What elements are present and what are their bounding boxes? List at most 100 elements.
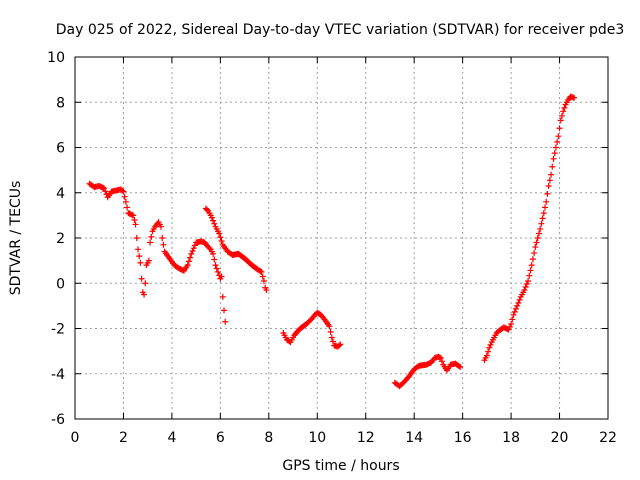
grid (75, 57, 608, 419)
data-point (258, 268, 265, 275)
y-tick-label: 0 (56, 276, 65, 292)
data-point (508, 320, 515, 327)
data-point (147, 239, 154, 246)
data-point (101, 185, 108, 192)
data-point (185, 258, 192, 265)
data-point (526, 272, 533, 279)
data-point (543, 198, 550, 205)
data-point (546, 177, 553, 184)
data-point (557, 117, 564, 124)
x-tick-label: 12 (357, 430, 375, 446)
data-point (560, 108, 567, 115)
data-point (160, 241, 167, 248)
data-point (210, 217, 217, 224)
data-point (330, 338, 337, 345)
data-point (527, 267, 534, 274)
data-point (190, 245, 197, 252)
data-point (130, 212, 137, 219)
chart-title: Day 025 of 2022, Sidereal Day-to-day VTE… (56, 22, 625, 38)
data-point (134, 246, 141, 253)
x-tick-label: 20 (551, 430, 569, 446)
data-point (187, 254, 194, 261)
x-tick-label: 8 (264, 430, 273, 446)
data-point (514, 302, 521, 309)
data-point (550, 155, 557, 162)
data-point (439, 358, 446, 365)
data-point (138, 275, 145, 282)
data-point (485, 348, 492, 355)
data-point (556, 125, 563, 132)
data-point (534, 235, 541, 241)
data-point (141, 291, 148, 298)
data-point (528, 262, 535, 269)
x-axis-label: GPS time / hours (282, 458, 399, 474)
data-point (542, 204, 549, 211)
data-point (523, 281, 530, 288)
data-point (327, 328, 334, 335)
data-point (510, 311, 517, 318)
data-point (548, 171, 555, 178)
data-point (142, 280, 149, 287)
data-point (515, 299, 522, 306)
data-point (191, 242, 198, 249)
data-point (137, 259, 144, 266)
data-point (136, 253, 143, 260)
data-point (487, 341, 494, 348)
data-points (86, 93, 578, 390)
data-point (535, 230, 542, 237)
data-point (204, 206, 211, 213)
data-point (218, 238, 225, 245)
data-point (533, 239, 540, 246)
x-tick-label: 2 (119, 430, 128, 446)
data-point (486, 344, 493, 351)
data-point (124, 204, 131, 211)
data-point (558, 112, 565, 119)
data-point (457, 363, 464, 370)
data-point (525, 277, 532, 284)
data-point (532, 244, 539, 251)
y-tick-label: 4 (56, 186, 65, 202)
data-point (145, 257, 152, 264)
y-tick-label: -2 (51, 322, 65, 338)
data-point (121, 193, 128, 200)
data-point (328, 334, 335, 341)
data-point (184, 262, 191, 269)
data-point (257, 268, 264, 275)
data-point (456, 363, 463, 370)
data-point (512, 305, 519, 312)
data-point (336, 342, 343, 349)
data-point (337, 341, 344, 348)
data-point (545, 182, 552, 189)
data-point (218, 273, 225, 280)
data-point (132, 221, 139, 228)
data-point (222, 318, 229, 325)
data-point (521, 287, 528, 294)
data-point (158, 223, 165, 230)
tick-labels: 0 2 4 6 8 10 12 14 16 18 20 22 -6 -4 -2 0 2 4 6 8 10 (47, 50, 617, 446)
data-point (537, 225, 544, 232)
data-point (263, 287, 270, 294)
data-point (483, 352, 490, 359)
data-point (538, 220, 545, 227)
data-point (148, 233, 155, 240)
y-tick-label: 8 (56, 95, 65, 111)
data-point (206, 245, 213, 252)
data-point (189, 248, 196, 255)
data-point (529, 256, 536, 263)
data-point (511, 308, 518, 315)
data-point (259, 273, 266, 280)
data-point (539, 215, 546, 222)
data-point (571, 94, 578, 101)
x-tick-label: 16 (454, 430, 472, 446)
data-point (260, 277, 267, 284)
data-point (211, 256, 218, 263)
data-point (551, 150, 558, 157)
data-point (219, 293, 226, 300)
data-point (208, 214, 215, 221)
data-point (509, 316, 516, 323)
data-point (217, 234, 224, 241)
data-point (540, 210, 547, 217)
data-point (119, 187, 126, 194)
data-point (554, 138, 561, 145)
